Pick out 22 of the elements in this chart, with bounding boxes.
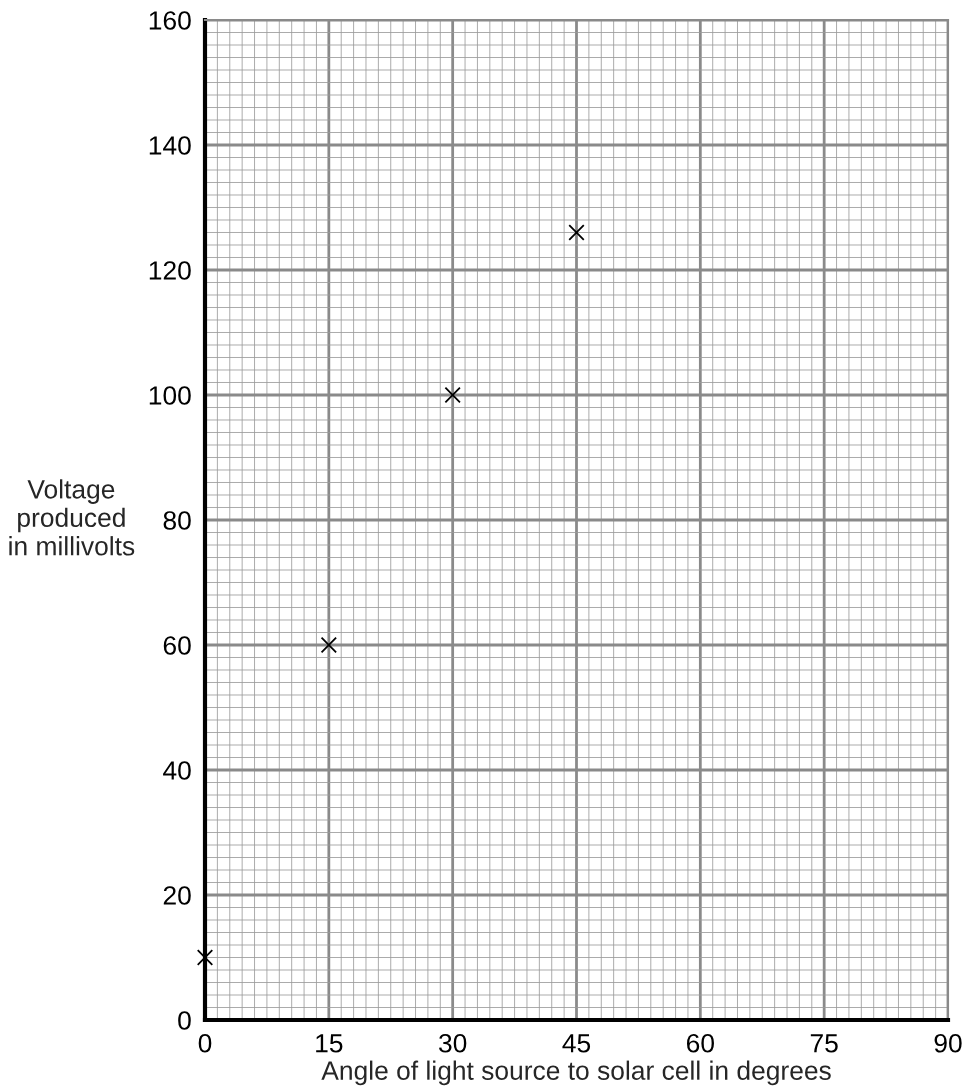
x-tick-label: 15 <box>316 1034 343 1053</box>
y-axis-title: Voltage produced in millivolts <box>9 479 135 556</box>
x-tick-label: 30 <box>439 1033 467 1053</box>
y-tick-label: 80 <box>163 511 191 530</box>
point <box>196 949 214 966</box>
x-tick-label: 75 <box>810 1034 838 1053</box>
y-tick-label: 60 <box>163 636 191 655</box>
point <box>320 636 338 654</box>
y-tick-label: 100 <box>149 386 191 405</box>
x-tick-label: 90 <box>934 1033 962 1053</box>
y-tick-label: 20 <box>163 886 191 905</box>
y-tick-label: 40 <box>163 761 191 780</box>
x-tick-label: 0 <box>198 1033 212 1053</box>
x-axis-title: Angle of light source to solar cell in degrees <box>321 1060 831 1086</box>
y-tick-label: 0 <box>178 1011 191 1030</box>
x-tick-label: 60 <box>687 1033 714 1053</box>
point <box>444 386 461 404</box>
y-tick-label: 140 <box>149 136 191 155</box>
x-tick-label: 45 <box>562 1034 591 1053</box>
y-tick-label: 120 <box>149 261 191 280</box>
y-tick-label: 160 <box>149 11 191 30</box>
point <box>568 224 585 241</box>
